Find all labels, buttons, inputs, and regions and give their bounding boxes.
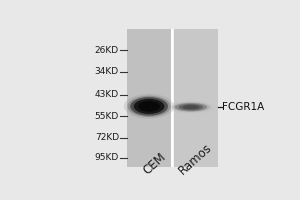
- Text: 43KD: 43KD: [95, 90, 119, 99]
- Ellipse shape: [128, 96, 171, 117]
- Text: FCGR1A: FCGR1A: [222, 102, 265, 112]
- Ellipse shape: [175, 103, 207, 111]
- Text: CEM: CEM: [140, 150, 168, 177]
- Ellipse shape: [183, 105, 199, 109]
- Ellipse shape: [138, 101, 160, 112]
- Text: 72KD: 72KD: [95, 133, 119, 142]
- Bar: [127, 29, 171, 167]
- Ellipse shape: [167, 101, 215, 114]
- Ellipse shape: [134, 99, 164, 114]
- Bar: [127, 29, 218, 167]
- Ellipse shape: [124, 94, 174, 119]
- Ellipse shape: [130, 97, 168, 116]
- Text: 55KD: 55KD: [94, 112, 119, 121]
- Text: 95KD: 95KD: [94, 153, 119, 162]
- Bar: [173, 29, 218, 167]
- Bar: [171, 29, 173, 167]
- Ellipse shape: [179, 104, 203, 110]
- Text: 26KD: 26KD: [95, 46, 119, 55]
- Ellipse shape: [171, 102, 211, 112]
- Text: 34KD: 34KD: [95, 67, 119, 76]
- Text: Ramos: Ramos: [176, 141, 215, 177]
